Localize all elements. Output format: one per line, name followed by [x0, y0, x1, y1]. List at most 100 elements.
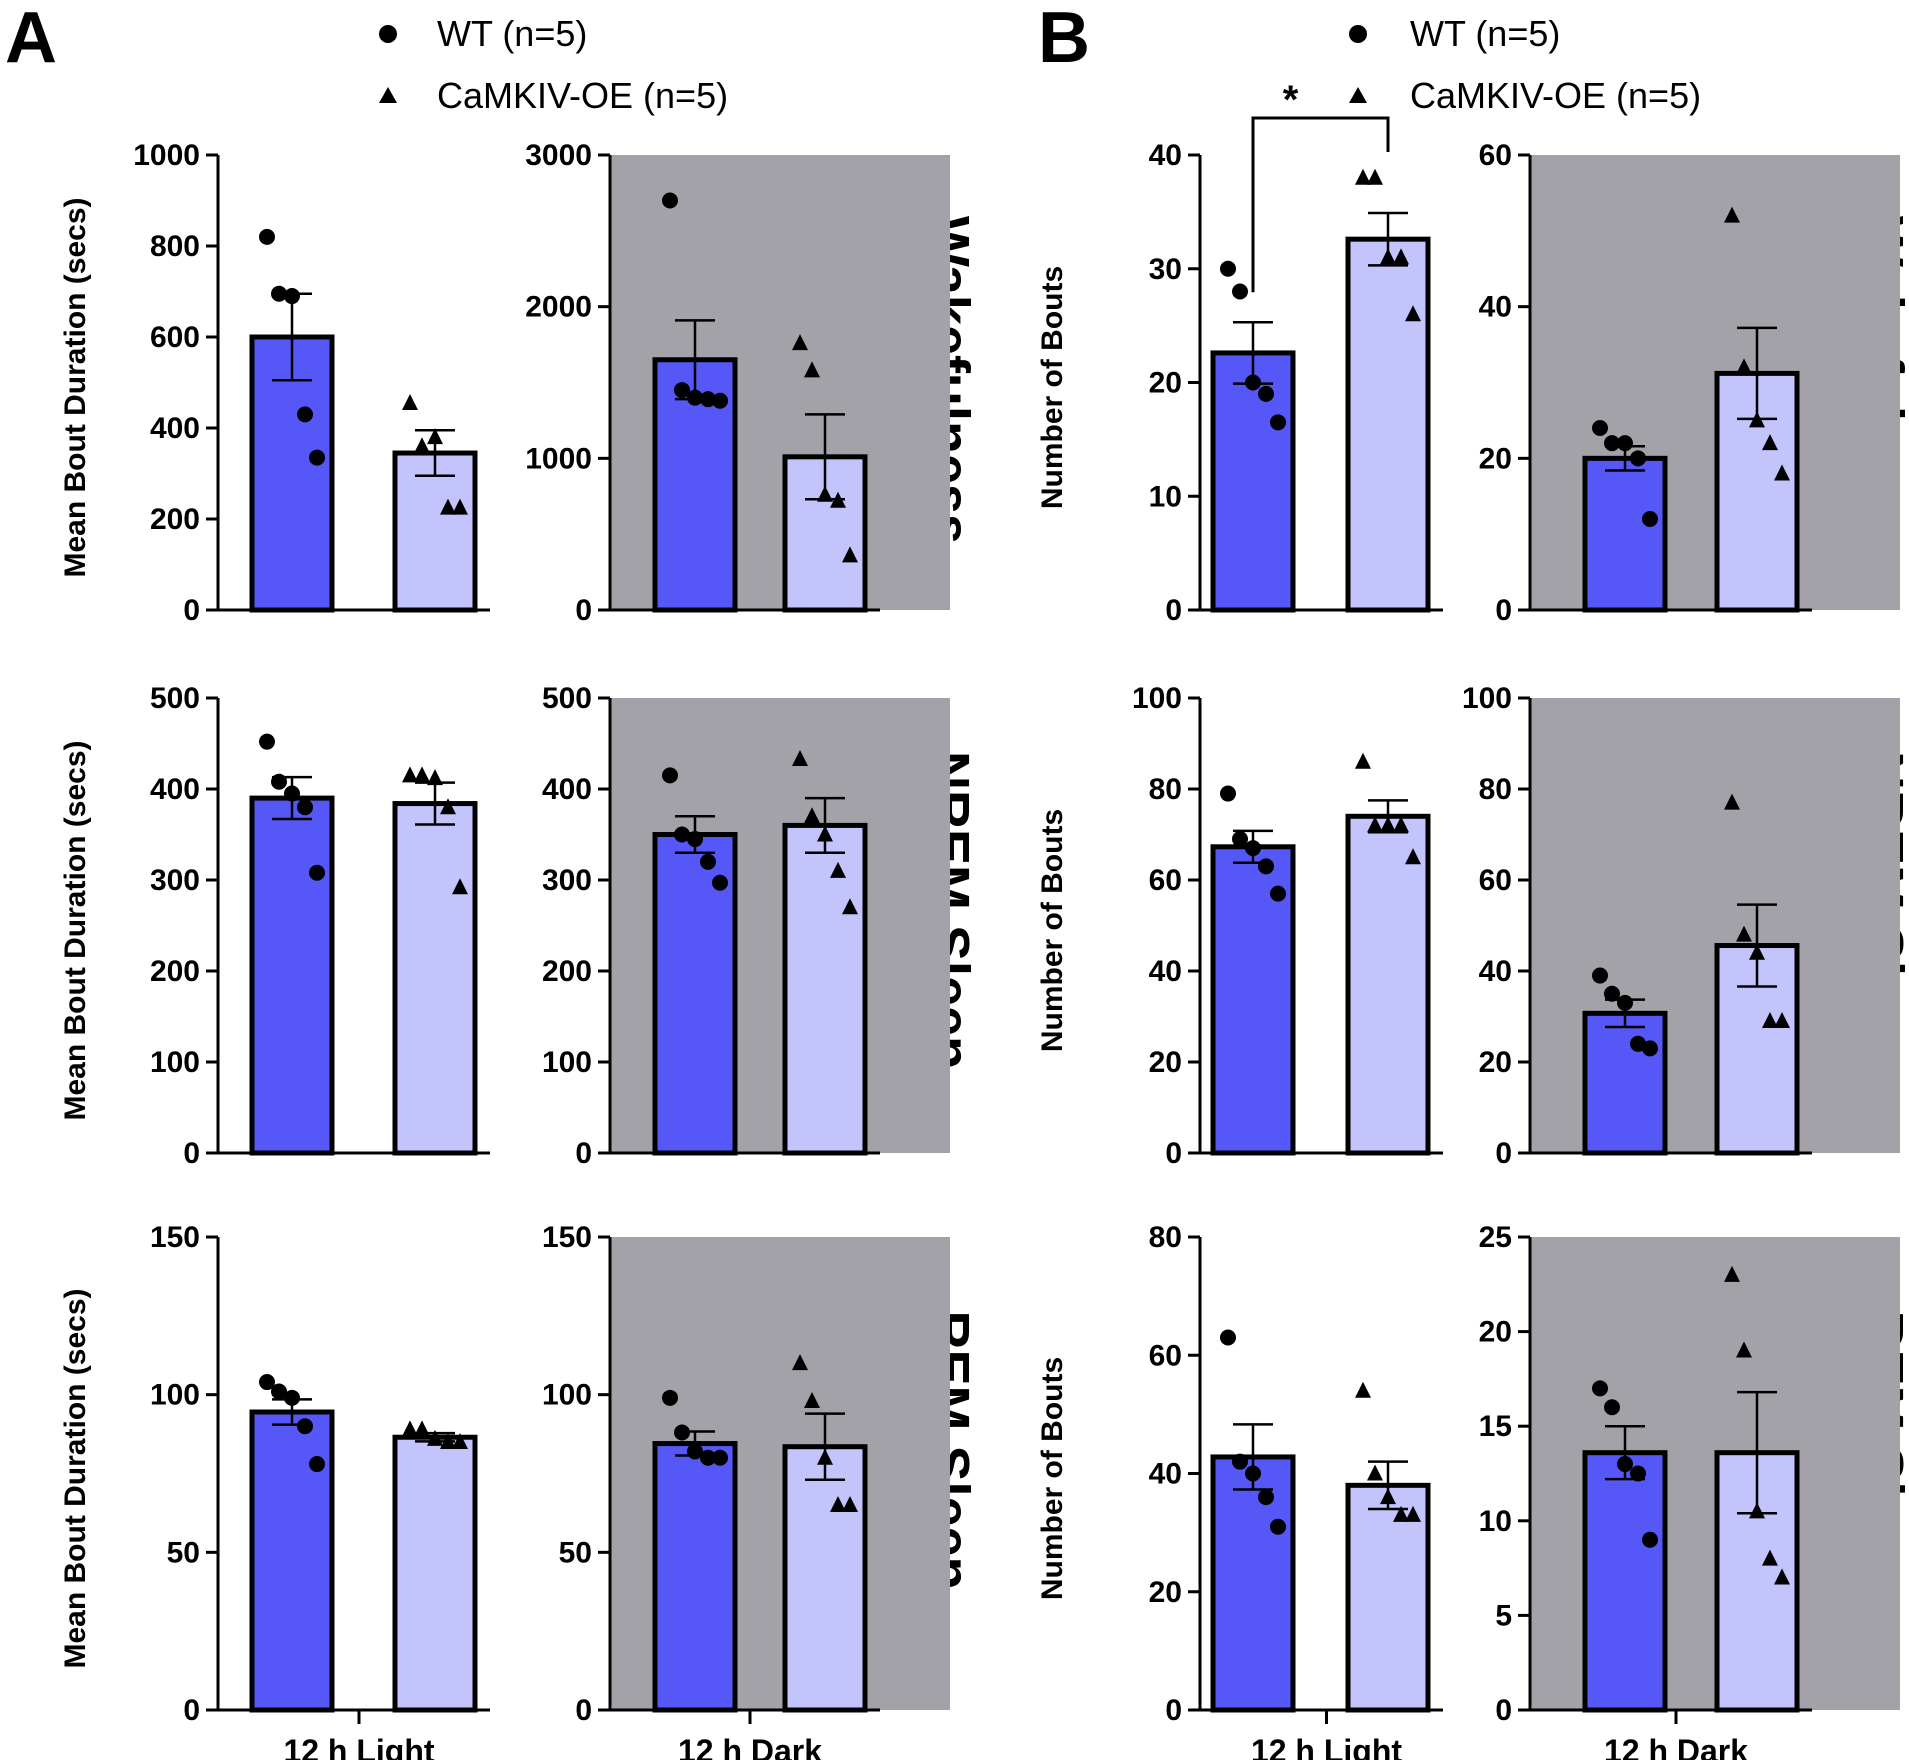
data-point-wt — [700, 853, 716, 870]
data-point-wt — [1220, 260, 1236, 277]
data-point-camkiv-oe — [414, 1420, 430, 1437]
y-tick-label: 300 — [542, 864, 592, 897]
data-point-wt — [1604, 985, 1620, 1002]
y-tick-label: 60 — [1479, 864, 1512, 897]
y-tick-label: 10 — [1479, 1505, 1512, 1538]
legend-a-oe-label: CaMKIV-OE (n=5) — [437, 75, 728, 116]
y-tick-label: 800 — [150, 230, 200, 263]
chart-A-rem-dark: 0 50 100 150 12 h Dark — [542, 1221, 950, 1760]
y-axis-label: Number of Bouts — [1036, 1357, 1069, 1600]
data-point-camkiv-oe — [452, 498, 468, 515]
data-point-wt — [284, 288, 300, 305]
data-point-camkiv-oe — [1367, 1464, 1383, 1481]
chart-B-wake-dark: 0 20 40 60 — [1479, 139, 1900, 627]
data-point-camkiv-oe — [817, 485, 833, 502]
data-point-wt — [1604, 1399, 1620, 1416]
data-point-wt — [1220, 785, 1236, 802]
y-tick-label: 100 — [150, 1379, 200, 1412]
x-axis-label: 12 h Light — [1251, 1733, 1402, 1760]
bar-wt — [652, 1441, 738, 1713]
data-point-camkiv-oe — [804, 361, 820, 378]
data-point-wt — [259, 228, 275, 245]
data-point-camkiv-oe — [440, 1432, 456, 1449]
bar-camkiv-oe — [782, 1444, 868, 1713]
bar-wt — [249, 795, 335, 1156]
data-point-wt — [259, 733, 275, 750]
data-point-camkiv-oe — [1724, 793, 1740, 810]
data-point-camkiv-oe — [427, 428, 443, 445]
y-tick-label: 0 — [183, 1137, 200, 1170]
data-point-wt — [297, 799, 313, 816]
data-point-camkiv-oe — [1774, 464, 1790, 481]
chart-A-nrem-dark: 0 100 200 300 400 500 — [542, 682, 950, 1170]
data-point-camkiv-oe — [414, 437, 430, 454]
data-point-camkiv-oe — [427, 769, 443, 786]
data-point-wt — [700, 391, 716, 408]
y-tick-label: 0 — [1165, 1694, 1182, 1727]
y-tick-label: 500 — [542, 682, 592, 715]
y-tick-label: 15 — [1479, 1410, 1512, 1443]
chart-B-nrem-light: 0 20 40 60 80 100 Number of Bouts — [1036, 682, 1443, 1170]
panel-letter-b: B — [1038, 0, 1090, 78]
data-point-camkiv-oe — [1393, 816, 1409, 833]
data-point-camkiv-oe — [1749, 1502, 1765, 1519]
y-tick-label: 100 — [542, 1046, 592, 1079]
data-point-wt — [1270, 414, 1286, 431]
data-point-wt — [1630, 450, 1646, 467]
y-tick-label: 25 — [1479, 1221, 1512, 1254]
legend-a-wt-marker-icon — [379, 25, 397, 43]
data-point-wt — [297, 406, 313, 423]
y-tick-label: 50 — [559, 1536, 592, 1569]
y-axis-label: Number of Bouts — [1036, 266, 1069, 509]
bar-camkiv-oe — [1345, 813, 1431, 1156]
bar-wt — [1210, 350, 1296, 613]
data-point-wt — [1232, 831, 1248, 848]
data-point-wt — [674, 1424, 690, 1441]
y-tick-label: 150 — [542, 1221, 592, 1254]
y-tick-label: 0 — [1495, 1137, 1512, 1170]
data-point-camkiv-oe — [1762, 434, 1778, 451]
figure-header: A B WT (n=5) CaMKIV-OE (n=5) WT (n=5) Ca… — [5, 0, 1701, 116]
data-point-wt — [271, 773, 287, 790]
y-tick-label: 0 — [183, 594, 200, 627]
data-point-camkiv-oe — [1380, 248, 1396, 265]
data-point-camkiv-oe — [804, 807, 820, 824]
significance-marker: * — [1283, 78, 1299, 122]
data-point-camkiv-oe — [1393, 248, 1409, 265]
y-tick-label: 100 — [1462, 682, 1512, 715]
y-tick-label: 40 — [1479, 291, 1512, 324]
y-tick-label: 0 — [1165, 1137, 1182, 1170]
chart-B-rem-light: 0 20 40 60 80 Number of Bouts 12 h Light — [1036, 1221, 1443, 1760]
data-point-camkiv-oe — [1749, 411, 1765, 428]
data-point-camkiv-oe — [842, 898, 858, 915]
y-tick-label: 50 — [167, 1536, 200, 1569]
bar-camkiv-oe — [392, 1434, 478, 1713]
y-tick-label: 0 — [1165, 594, 1182, 627]
chart-B-nrem-dark: 0 20 40 60 80 100 — [1462, 682, 1900, 1170]
bar-camkiv-oe — [392, 801, 478, 1156]
data-point-wt — [1630, 1465, 1646, 1482]
data-point-wt — [1592, 967, 1608, 984]
data-point-camkiv-oe — [1405, 848, 1421, 865]
data-point-wt — [309, 1456, 325, 1473]
chart-B-rem-dark: 0 5 10 15 20 25 12 h Dark — [1479, 1221, 1900, 1760]
y-tick-label: 30 — [1149, 253, 1182, 286]
y-tick-label: 20 — [1479, 1316, 1512, 1349]
data-point-camkiv-oe — [402, 393, 418, 410]
data-point-wt — [309, 864, 325, 881]
y-tick-label: 100 — [542, 1379, 592, 1412]
data-point-camkiv-oe — [792, 749, 808, 766]
y-tick-label: 80 — [1479, 773, 1512, 806]
data-point-camkiv-oe — [792, 1354, 808, 1371]
y-tick-label: 500 — [150, 682, 200, 715]
y-tick-label: 10 — [1149, 480, 1182, 513]
data-point-camkiv-oe — [1393, 1505, 1409, 1522]
data-point-camkiv-oe — [1405, 1505, 1421, 1522]
bar-wt — [1582, 455, 1668, 613]
y-tick-label: 20 — [1149, 1576, 1182, 1609]
bar-camkiv-oe — [1345, 1482, 1431, 1713]
data-point-camkiv-oe — [427, 1429, 443, 1446]
y-tick-label: 200 — [542, 955, 592, 988]
data-point-camkiv-oe — [402, 1420, 418, 1437]
